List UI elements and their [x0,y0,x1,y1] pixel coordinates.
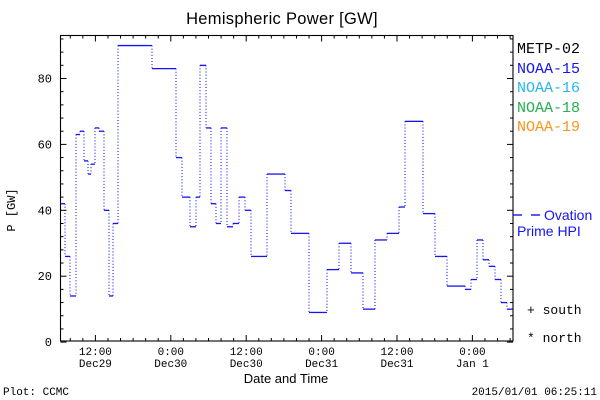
svg-text:Prime HPI: Prime HPI [517,223,581,239]
svg-text:* north: * north [527,331,582,346]
svg-text:P [GW]: P [GW] [5,188,19,231]
svg-text:0: 0 [45,336,52,350]
svg-text:0:00: 0:00 [158,347,184,359]
svg-text:METP-02: METP-02 [517,41,580,58]
svg-text:12:00: 12:00 [79,347,112,359]
svg-text:60: 60 [38,138,52,152]
svg-text:+ south: + south [527,303,582,318]
svg-text:20: 20 [38,270,52,284]
svg-text:NOAA-16: NOAA-16 [517,80,580,97]
svg-text:Date and Time: Date and Time [244,371,329,386]
svg-text:Ovation: Ovation [544,207,592,223]
svg-text:0:00: 0:00 [459,347,485,359]
svg-text:Dec29: Dec29 [79,359,112,371]
svg-text:Dec30: Dec30 [230,359,263,371]
svg-text:40: 40 [38,204,52,218]
svg-text:2015/01/01 06:25:11: 2015/01/01 06:25:11 [472,387,598,399]
svg-text:Jan 1: Jan 1 [456,359,489,371]
svg-text:80: 80 [38,73,52,87]
svg-text:Plot: CCMC: Plot: CCMC [3,387,69,399]
svg-text:NOAA-15: NOAA-15 [517,61,580,78]
svg-text:NOAA-18: NOAA-18 [517,100,580,117]
svg-text:Dec30: Dec30 [154,359,187,371]
svg-text:Dec31: Dec31 [380,359,413,371]
svg-text:12:00: 12:00 [380,347,413,359]
svg-text:NOAA-19: NOAA-19 [517,119,580,136]
svg-text:12:00: 12:00 [230,347,263,359]
svg-text:Dec31: Dec31 [305,359,338,371]
svg-text:0:00: 0:00 [308,347,334,359]
